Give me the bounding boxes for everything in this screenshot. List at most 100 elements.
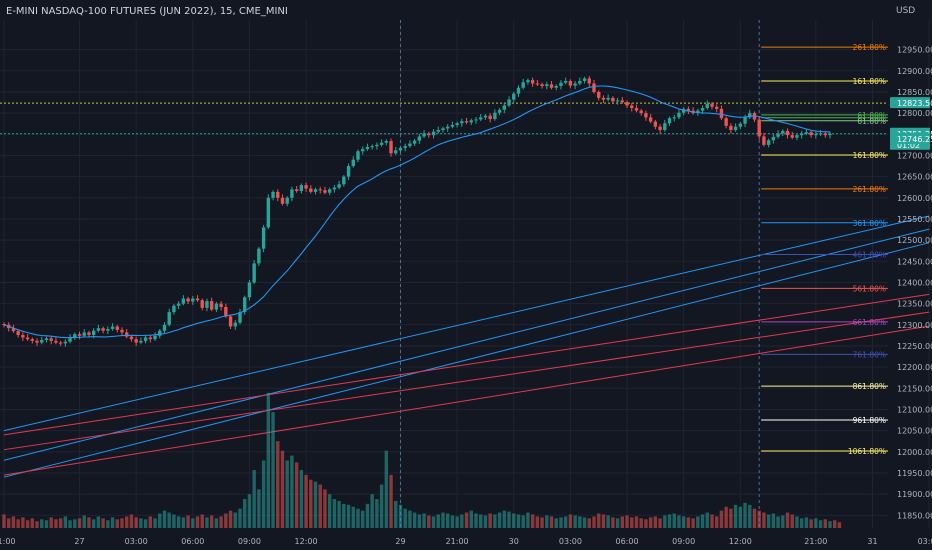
candle-body: [58, 342, 63, 344]
volume-bar: [427, 515, 431, 528]
volume-bar: [54, 519, 58, 528]
candle-body: [483, 115, 488, 118]
volume-bar: [384, 450, 389, 528]
candle-body: [507, 99, 511, 106]
candle-body: [238, 312, 242, 323]
candle-body: [493, 112, 497, 120]
volume-bar: [540, 517, 544, 528]
volume-bar: [68, 520, 72, 528]
candle-body: [394, 150, 398, 154]
time-axis[interactable]: 21:00 27 03:00 06:00 09:00 12:00 29 21:00 30 03:0…: [0, 537, 932, 546]
volume-bar: [294, 462, 299, 528]
volume-bar: [545, 515, 549, 528]
volume-bar: [252, 470, 256, 528]
volume-bar: [804, 517, 809, 528]
fib-level-label: 261.80%: [853, 185, 886, 194]
candle-body: [630, 105, 634, 109]
volume-bar: [738, 506, 743, 528]
candle-body: [549, 84, 554, 88]
candle-body: [748, 113, 752, 118]
volume-bar: [40, 519, 44, 528]
candle-body: [620, 100, 625, 103]
candle-body: [110, 326, 115, 330]
candle-body: [82, 332, 86, 336]
candle-body: [115, 326, 119, 330]
volume-bar: [563, 516, 568, 528]
candle-body: [30, 339, 35, 341]
candle-body: [823, 133, 827, 136]
candle-body: [568, 80, 573, 86]
volume-bar: [153, 518, 157, 528]
candle-body: [243, 297, 247, 313]
candle-body: [634, 108, 639, 111]
candle-body: [559, 82, 563, 87]
candle-body: [422, 133, 426, 137]
volume-bar: [592, 516, 596, 528]
volume-bar: [309, 479, 313, 528]
volume-bar: [285, 460, 289, 528]
candle-body: [299, 185, 304, 192]
candle-body: [304, 185, 308, 189]
candle-body: [276, 191, 280, 198]
candle-body: [403, 146, 407, 148]
volume-bar: [625, 515, 629, 528]
candle-body: [87, 332, 91, 335]
candle-body: [417, 136, 422, 141]
session-markers: [399, 20, 760, 528]
volume-bar: [101, 518, 105, 528]
candle-body: [526, 80, 530, 83]
candle-body: [743, 117, 747, 124]
candle-body: [162, 324, 167, 331]
time-tick-label: 29: [395, 537, 405, 546]
volume-bar: [441, 512, 445, 528]
candle-body: [261, 227, 266, 249]
volume-bar: [342, 503, 346, 528]
candle-body: [663, 123, 667, 131]
candle-body: [356, 151, 360, 160]
candle-body: [441, 128, 445, 131]
candle-body: [247, 282, 252, 298]
volume-bar: [474, 513, 478, 528]
candle-body: [799, 133, 804, 136]
candle-body: [172, 305, 176, 313]
volume-bar: [568, 514, 573, 528]
candle-body: [724, 118, 728, 126]
volume-bar: [44, 520, 49, 528]
volume-bar: [261, 460, 266, 528]
regression-line: [3, 311, 930, 451]
moving-average-line: [3, 85, 831, 339]
volume-bar: [30, 518, 35, 528]
volume-bar: [233, 512, 237, 528]
volume-bar: [129, 514, 134, 528]
volume-bar: [464, 512, 469, 528]
volume-bar: [271, 412, 275, 528]
volume-bar: [719, 510, 724, 528]
volume-bar: [162, 510, 167, 528]
volume-bar: [597, 513, 601, 528]
volume-bar: [460, 514, 464, 528]
regression-line: [3, 242, 930, 478]
candle-body: [611, 97, 615, 102]
candle-body: [63, 341, 68, 344]
volume-bar: [16, 519, 20, 528]
volume-bar: [219, 516, 223, 528]
volume-bar: [710, 514, 714, 528]
candle-body: [106, 329, 110, 331]
price-tick-label: 12650.00: [897, 173, 932, 182]
candle-body: [445, 126, 450, 129]
volume-bar: [733, 504, 738, 528]
candle-body: [587, 78, 591, 84]
time-tick-label: 06:00: [181, 537, 204, 546]
price-tick-label: 11950.00: [897, 469, 932, 478]
volume-bar: [700, 514, 705, 528]
volume-bars: [2, 392, 842, 528]
candle-body: [68, 337, 72, 342]
candle-body: [686, 108, 691, 111]
regression-line: [3, 293, 930, 436]
volume-bar: [214, 518, 219, 528]
candle-body: [285, 197, 289, 204]
price-axis[interactable]: 11850.00 11900.00 11950.00 12000.00 12050.00…: [890, 46, 932, 521]
volume-bar: [516, 514, 521, 528]
